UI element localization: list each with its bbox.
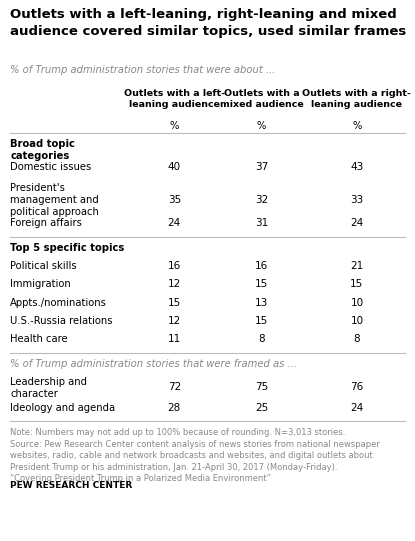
- Text: 31: 31: [255, 218, 268, 228]
- Text: 24: 24: [168, 218, 181, 228]
- Text: 16: 16: [168, 261, 181, 270]
- Text: 15: 15: [255, 316, 268, 326]
- Text: Health care: Health care: [10, 334, 68, 344]
- Text: % of Trump administration stories that were about ...: % of Trump administration stories that w…: [10, 65, 276, 75]
- Text: Foreign affairs: Foreign affairs: [10, 218, 82, 228]
- Text: 16: 16: [255, 261, 268, 270]
- Text: 15: 15: [168, 298, 181, 307]
- Text: PEW RESEARCH CENTER: PEW RESEARCH CENTER: [10, 481, 133, 491]
- Text: Appts./nominations: Appts./nominations: [10, 298, 107, 307]
- Text: 24: 24: [350, 403, 364, 412]
- Text: 8: 8: [354, 334, 360, 344]
- Text: Outlets with a left-leaning, right-leaning and mixed
audience covered similar to: Outlets with a left-leaning, right-leani…: [10, 8, 407, 38]
- Text: 28: 28: [168, 403, 181, 412]
- Text: 8: 8: [258, 334, 265, 344]
- Text: %: %: [170, 121, 179, 130]
- Text: Political skills: Political skills: [10, 261, 77, 270]
- Text: 25: 25: [255, 403, 268, 412]
- Text: Immigration: Immigration: [10, 279, 71, 289]
- Text: Outlets with a
mixed audience: Outlets with a mixed audience: [220, 89, 303, 109]
- Text: President's
management and
political approach: President's management and political app…: [10, 183, 99, 217]
- Text: 15: 15: [255, 279, 268, 289]
- Text: Outlets with a left-
leaning audience: Outlets with a left- leaning audience: [124, 89, 225, 109]
- Text: % of Trump administration stories that were framed as ...: % of Trump administration stories that w…: [10, 359, 297, 369]
- Text: Outlets with a right-
leaning audience: Outlets with a right- leaning audience: [303, 89, 411, 109]
- Text: 11: 11: [168, 334, 181, 344]
- Text: Domestic issues: Domestic issues: [10, 162, 92, 172]
- Text: 10: 10: [350, 298, 364, 307]
- Text: 12: 12: [168, 316, 181, 326]
- Text: 75: 75: [255, 382, 268, 392]
- Text: 21: 21: [350, 261, 364, 270]
- Text: 24: 24: [350, 218, 364, 228]
- Text: 72: 72: [168, 382, 181, 392]
- Text: Ideology and agenda: Ideology and agenda: [10, 403, 115, 412]
- Text: 76: 76: [350, 382, 364, 392]
- Text: 40: 40: [168, 162, 181, 172]
- Text: 15: 15: [350, 279, 364, 289]
- Text: Broad topic
categories: Broad topic categories: [10, 139, 75, 161]
- Text: 33: 33: [350, 195, 364, 204]
- Text: 10: 10: [350, 316, 364, 326]
- Text: %: %: [352, 121, 361, 130]
- Text: 43: 43: [350, 162, 364, 172]
- Text: Leadership and
character: Leadership and character: [10, 377, 88, 399]
- Text: 13: 13: [255, 298, 268, 307]
- Text: 35: 35: [168, 195, 181, 204]
- Text: Top 5 specific topics: Top 5 specific topics: [10, 243, 124, 253]
- Text: 32: 32: [255, 195, 268, 204]
- Text: 12: 12: [168, 279, 181, 289]
- Text: Note: Numbers may not add up to 100% because of rounding. N=3,013 stories.
Sourc: Note: Numbers may not add up to 100% bec…: [10, 428, 380, 483]
- Text: 37: 37: [255, 162, 268, 172]
- Text: U.S.-Russia relations: U.S.-Russia relations: [10, 316, 113, 326]
- Text: %: %: [257, 121, 266, 130]
